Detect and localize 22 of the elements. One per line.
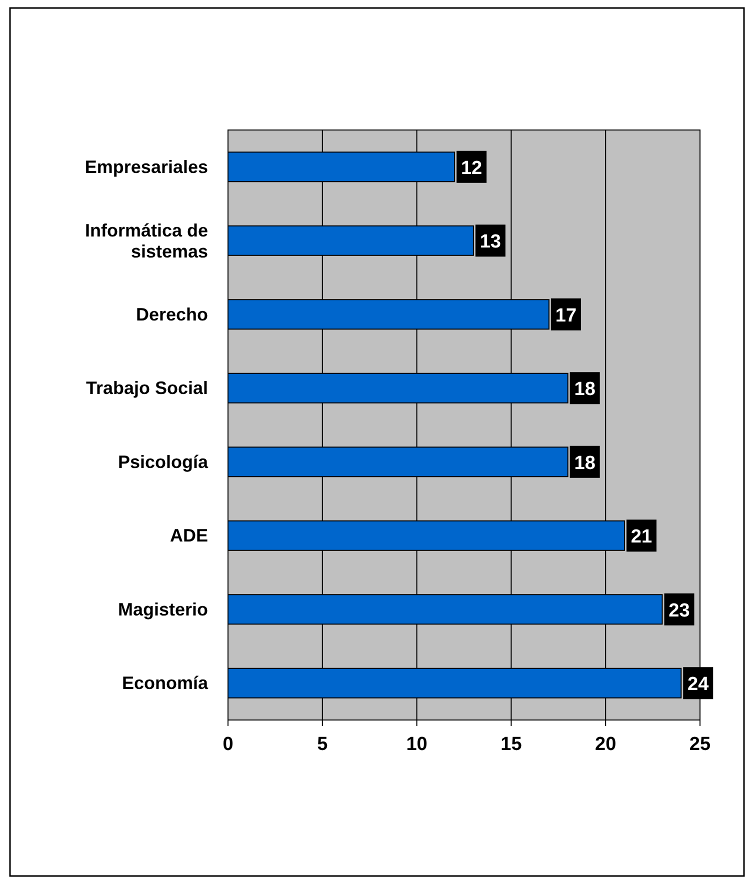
y-tick-label: ADE (170, 526, 208, 546)
x-tick-label: 5 (317, 734, 328, 755)
data-label: 21 (630, 526, 652, 548)
data-label: 17 (555, 305, 577, 326)
data-label: 18 (574, 379, 596, 400)
x-tick-label: 15 (500, 734, 522, 755)
data-label: 13 (480, 232, 502, 253)
y-tick-label: Trabajo Social (86, 378, 208, 398)
data-label: 12 (460, 158, 482, 179)
y-tick-label: Empresariales (84, 156, 208, 177)
y-tick-label: Derecho (136, 304, 208, 324)
x-tick-label: 0 (222, 734, 234, 755)
y-tick-label: Magisterio (118, 599, 208, 620)
y-tick-label: Informática de sistemas (84, 220, 208, 262)
x-tick-label: 10 (406, 734, 428, 755)
x-tick-label: 20 (595, 734, 616, 755)
y-tick-label: Economía (122, 673, 209, 694)
data-label: 18 (574, 452, 596, 474)
data-label: 23 (668, 600, 690, 622)
data-label: 24 (688, 674, 710, 696)
y-tick-label: Psicología (118, 452, 209, 472)
x-tick-label: 25 (689, 734, 711, 755)
